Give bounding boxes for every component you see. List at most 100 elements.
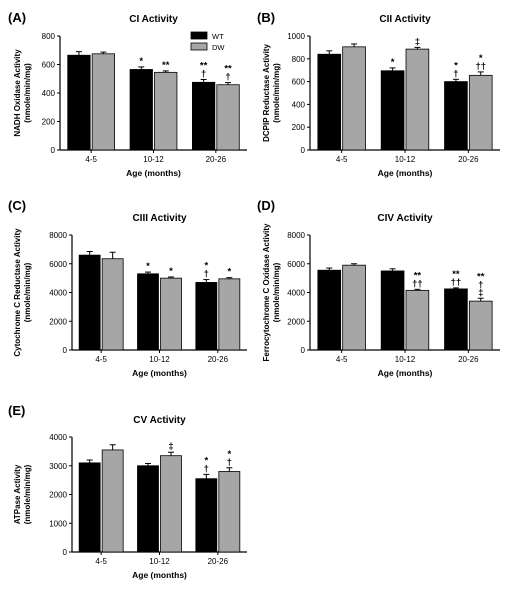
bar-wt	[380, 270, 405, 351]
y-tick-label: 600	[292, 78, 306, 87]
x-axis-label: Age (months)	[132, 570, 187, 580]
y-tick-label: 0	[51, 146, 56, 155]
chart-title: CIV Activity	[377, 213, 433, 224]
x-tick-label: 10-12	[395, 355, 416, 364]
legend-label: DW	[212, 43, 225, 52]
x-tick-label: 4-5	[336, 355, 348, 364]
chart-panel: (C) CIII Activity 0 2000 4000 6000 8000 Cytochr…	[8, 198, 247, 378]
x-tick-label: 20-26	[206, 155, 227, 164]
significance-marker: **	[224, 64, 232, 75]
bar-dw	[160, 277, 182, 351]
significance-marker: †	[204, 463, 209, 474]
chart-title: CIII Activity	[132, 213, 187, 224]
panel-label: (D)	[257, 198, 275, 213]
significance-marker: †	[453, 68, 458, 79]
legend-swatch-wt	[190, 31, 208, 40]
x-tick-label: 20-26	[208, 355, 229, 364]
x-tick-label: 20-26	[458, 355, 479, 364]
bar-dw	[160, 455, 182, 553]
y-tick-label: 3000	[49, 462, 67, 471]
chart-panel: (E) CV Activity 0 1000 2000 3000 4000 ATPase Ac…	[8, 403, 247, 580]
significance-marker: †	[227, 457, 232, 468]
x-tick-label: 10-12	[395, 155, 416, 164]
y-tick-label: 4000	[49, 289, 67, 298]
bar-wt	[78, 462, 101, 553]
chart-title: CI Activity	[129, 14, 178, 25]
significance-marker: ††	[451, 277, 462, 288]
y-tick-label: 400	[42, 89, 56, 98]
significance-marker: **	[452, 269, 460, 280]
significance-marker: ‡	[168, 441, 173, 452]
chart-title: CII Activity	[379, 14, 431, 25]
x-tick-label: 20-26	[208, 557, 229, 566]
y-axis-label-line: DCPIP Reductase Activity	[262, 44, 271, 142]
significance-marker: **	[200, 60, 208, 71]
x-axis-label: Age (months)	[378, 168, 433, 178]
bar-dw	[405, 289, 430, 351]
bar-dw	[154, 71, 178, 151]
y-axis-label-line: NADH Oxidase Activity	[13, 49, 22, 137]
y-tick-label: 0	[63, 346, 68, 355]
x-tick-label: 4-5	[336, 155, 348, 164]
bar-dw	[342, 46, 366, 151]
y-tick-label: 4000	[49, 433, 67, 442]
significance-marker: †	[201, 68, 206, 79]
significance-marker: *	[146, 261, 150, 272]
y-tick-label: 4000	[287, 289, 305, 298]
x-tick-label: 4-5	[85, 155, 97, 164]
bar-dw	[405, 48, 430, 151]
y-tick-label: 6000	[287, 260, 305, 269]
bar-wt	[137, 465, 159, 553]
bar-dw	[218, 471, 241, 553]
bar-dw	[342, 264, 366, 351]
significance-marker: **	[162, 60, 170, 71]
bar-wt	[444, 81, 468, 151]
chart-title: CV Activity	[133, 415, 186, 426]
significance-marker: **	[414, 270, 422, 281]
y-tick-label: 2000	[49, 491, 67, 500]
bar-wt	[380, 70, 405, 151]
y-axis-label-line: Cytochrome C Reductase Activity	[13, 228, 22, 357]
y-axis-label: DCPIP Reductase Activity(nmole/min/mg)	[262, 44, 281, 142]
bar-dw	[216, 84, 240, 151]
y-tick-label: 600	[42, 61, 56, 70]
x-tick-label: 10-12	[149, 355, 170, 364]
bar-wt	[317, 53, 342, 151]
y-axis-label-line: (nmole/min/mg)	[272, 262, 281, 322]
bar-dw	[218, 278, 241, 351]
y-tick-label: 0	[301, 346, 306, 355]
y-axis-label-line: Ferrocytochrome C Oxidase Activity	[262, 223, 271, 362]
y-tick-label: 2000	[49, 317, 67, 326]
y-axis-label-line: (nmole/min/mg)	[272, 63, 281, 123]
significance-marker: *	[204, 455, 208, 466]
y-tick-label: 0	[63, 548, 68, 557]
x-tick-label: 4-5	[95, 557, 107, 566]
legend-swatch-dw	[190, 42, 208, 51]
y-axis-label: NADH Oxidase Activity(nmole/min/mg)	[13, 49, 32, 137]
y-tick-label: 8000	[49, 231, 67, 240]
bar-dw	[468, 74, 493, 151]
x-axis-label: Age (months)	[132, 368, 187, 378]
x-axis-label: Age (months)	[378, 368, 433, 378]
significance-marker: *	[169, 266, 173, 277]
bar-wt	[191, 81, 216, 151]
x-tick-label: 4-5	[95, 355, 107, 364]
panel-label: (E)	[8, 403, 25, 418]
significance-marker: *	[227, 449, 231, 460]
bar-wt	[195, 478, 218, 553]
x-tick-label: 10-12	[149, 557, 170, 566]
y-axis-label: Cytochrome C Reductase Activity(nmole/mi…	[13, 228, 32, 357]
bar-wt	[67, 54, 91, 151]
panel-label: (B)	[257, 10, 275, 25]
y-axis-label: Ferrocytochrome C Oxidase Activity(nmole…	[262, 223, 281, 362]
significance-marker: *	[454, 60, 458, 71]
chart-panel: (D) CIV Activity 0 2000 4000 6000 8000 Ferrocyt…	[257, 198, 500, 378]
panel-label: (C)	[8, 198, 26, 213]
y-axis-label-line: (nmole/min/mg)	[23, 464, 32, 524]
bar-wt	[137, 273, 159, 351]
significance-marker: †	[204, 269, 209, 280]
bar-dw	[101, 449, 124, 553]
bar-dw	[91, 53, 116, 151]
bar-wt	[317, 269, 342, 351]
